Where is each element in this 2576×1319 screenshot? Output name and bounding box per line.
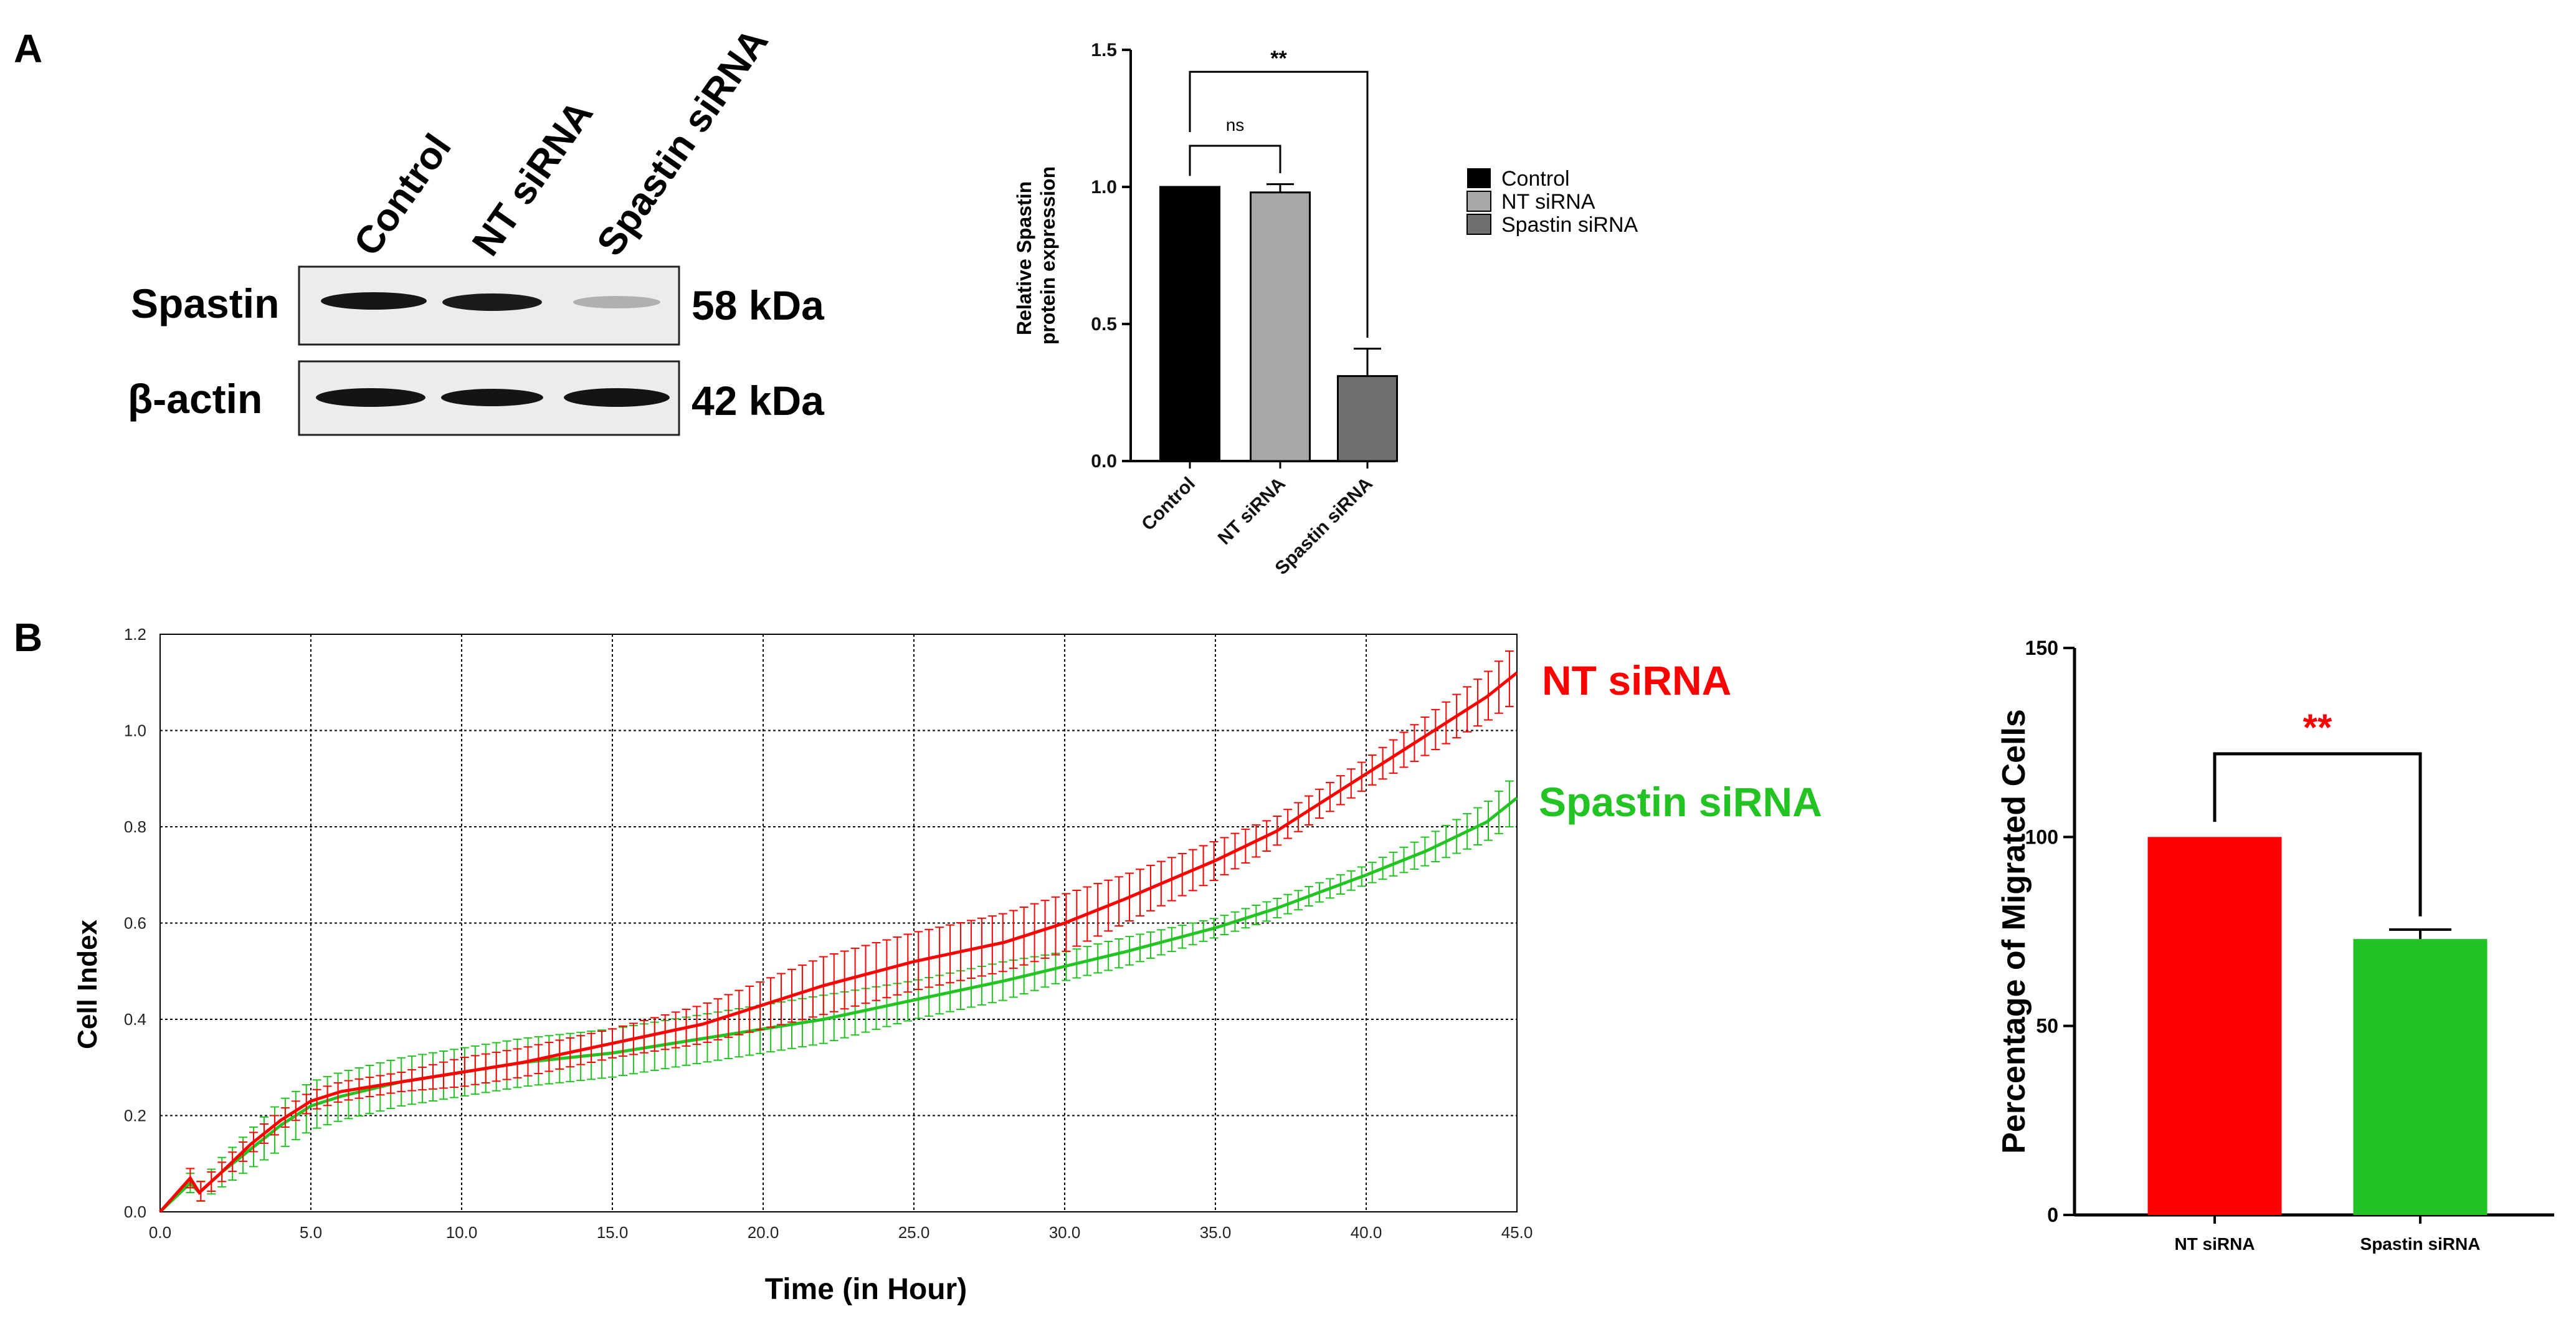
lane-label-control: Control bbox=[346, 126, 460, 264]
chart-b-xtick-label: 5.0 bbox=[300, 1223, 322, 1242]
chart-c-xtick-label-0: NT siRNA bbox=[2174, 1234, 2255, 1254]
band-actin-siRNA bbox=[564, 388, 670, 407]
blot-row-label-spastin: Spastin bbox=[131, 280, 279, 326]
legend-swatch-control bbox=[1467, 168, 1491, 188]
chart-a-bar-0 bbox=[1159, 186, 1220, 462]
chart-b-xtick-label: 10.0 bbox=[446, 1223, 478, 1242]
chart-b-grid bbox=[159, 634, 1518, 1212]
band-spastin-nt bbox=[442, 293, 542, 311]
chart-c-bar-0 bbox=[2147, 837, 2282, 1215]
chart-a-ytick-label: 1.0 bbox=[1091, 177, 1117, 198]
series-label-spastin: Spastin siRNA bbox=[1539, 779, 1822, 825]
chart-b-xtick-label: 30.0 bbox=[1049, 1223, 1081, 1242]
chart-b-ytick-label: 1.2 bbox=[124, 625, 146, 644]
blot-row-label-actin: β-actin bbox=[128, 376, 262, 422]
chart-c-bracket bbox=[2213, 752, 2422, 917]
chart-b-ytick-label: 1.0 bbox=[124, 721, 146, 740]
chart-a-ytick-label: 0.0 bbox=[1091, 451, 1117, 472]
lane-label-nt: NT siRNA bbox=[464, 93, 602, 264]
band-spastin-siRNA bbox=[573, 296, 660, 308]
chart-a-ytick-label: 0.5 bbox=[1091, 314, 1117, 335]
chart-b-xtick-label: 35.0 bbox=[1200, 1223, 1232, 1242]
panel-b-letter: B bbox=[14, 615, 42, 660]
chart-b-xtick-label: 20.0 bbox=[748, 1223, 779, 1242]
band-actin-nt bbox=[441, 389, 543, 406]
chart-b-xtick-label: 0.0 bbox=[149, 1223, 171, 1242]
chart-b-series bbox=[159, 650, 1518, 1213]
series-line-nt bbox=[159, 671, 1518, 1213]
panel-a-letter: A bbox=[14, 26, 42, 71]
chart-b-ytick-label: 0.6 bbox=[124, 914, 146, 933]
chart-c-ytick-label: 100 bbox=[2025, 826, 2058, 848]
chart-a-ylabel: Relative Spastin protein expression bbox=[1013, 166, 1059, 345]
chart-a-significance: ns ** bbox=[1189, 47, 1369, 338]
chart-a-bracket-sig bbox=[1189, 70, 1369, 338]
chart-c-ytick-label: 50 bbox=[2036, 1015, 2058, 1037]
chart-b-ytick-label: 0.2 bbox=[124, 1107, 146, 1125]
chart-c-xtick-label-1: Spastin siRNA bbox=[2360, 1234, 2481, 1254]
chart-b-ylabel: Cell Index bbox=[72, 920, 103, 1049]
chart-b-xtick-label: 45.0 bbox=[1501, 1223, 1533, 1242]
lane-label-spastin: Spastin siRNA bbox=[589, 21, 777, 264]
chart-a-bar: Relative Spastin protein expression 0.00… bbox=[1013, 40, 1398, 579]
chart-b-xlabel: Time (in Hour) bbox=[765, 1273, 967, 1306]
chart-a-legend: Control NT siRNA Spastin siRNA bbox=[1466, 167, 1638, 237]
chart-b-xtick-label: 15.0 bbox=[597, 1223, 629, 1242]
chart-c-sig-star: ** bbox=[2303, 707, 2332, 748]
chart-a-ytick-label: 1.5 bbox=[1091, 40, 1117, 60]
chart-c-bar: Percentage of Migrated Cells 0 50 100 150 N… bbox=[1996, 637, 2554, 1254]
chart-b-xtick-label: 40.0 bbox=[1351, 1223, 1382, 1242]
chart-c-yticks: 0 50 100 150 bbox=[2025, 637, 2075, 1226]
blot-strip-spastin bbox=[298, 265, 680, 346]
chart-b-ytick-label: 0.8 bbox=[124, 817, 146, 836]
chart-a-sig-star: ** bbox=[1270, 47, 1287, 70]
chart-a-bracket-ns bbox=[1189, 145, 1281, 176]
chart-a-xtick-label-1: NT siRNA bbox=[1214, 474, 1290, 549]
legend-label-nt: NT siRNA bbox=[1501, 190, 1595, 214]
chart-b-xtick-label: 25.0 bbox=[898, 1223, 930, 1242]
blot-lane-labels: Control NT siRNA Spastin siRNA bbox=[346, 21, 777, 264]
chart-b-line: 0.0 5.0 10.0 15.0 20.0 25.0 30.0 35.0 40.0 45.0 0.… bbox=[72, 625, 1822, 1306]
chart-a-sig-ns: ns bbox=[1226, 115, 1245, 135]
legend-swatch-nt bbox=[1466, 191, 1491, 212]
chart-a-yticks: 0.0 0.5 1.0 1.5 bbox=[1091, 40, 1131, 472]
chart-a-bar-2 bbox=[1337, 375, 1398, 462]
chart-b-ticks: 0.0 5.0 10.0 15.0 20.0 25.0 30.0 35.0 40.0 45.0 0.… bbox=[124, 625, 1533, 1242]
series-line-spastin bbox=[159, 796, 1518, 1213]
series-label-nt: NT siRNA bbox=[1542, 657, 1731, 703]
blot-size-actin: 42 kDa bbox=[692, 378, 825, 424]
chart-c-ytick-label: 150 bbox=[2025, 637, 2058, 659]
blot-size-spastin: 58 kDa bbox=[692, 282, 825, 328]
chart-c-ylabel: Percentage of Migrated Cells bbox=[1996, 709, 2032, 1154]
chart-b-ytick-label: 0.0 bbox=[124, 1202, 146, 1221]
band-spastin-control bbox=[321, 292, 427, 310]
chart-c-significance: ** bbox=[2213, 707, 2422, 917]
chart-c-ytick-label: 0 bbox=[2047, 1204, 2058, 1226]
chart-b-ytick-label: 0.4 bbox=[124, 1010, 146, 1029]
legend-label-spastin: Spastin siRNA bbox=[1501, 213, 1638, 237]
chart-c-bar-1 bbox=[2353, 939, 2488, 1215]
chart-c-xlabels: NT siRNA Spastin siRNA bbox=[2174, 1215, 2480, 1254]
band-actin-control bbox=[316, 388, 425, 407]
legend-swatch-spastin bbox=[1466, 214, 1491, 235]
chart-a-bars bbox=[1159, 183, 1398, 462]
blot-strip-actin bbox=[298, 360, 680, 436]
chart-a-bar-1 bbox=[1250, 191, 1311, 462]
chart-c-bars bbox=[2147, 837, 2488, 1215]
legend-label-control: Control bbox=[1501, 167, 1570, 191]
chart-a-xtick-label-0: Control bbox=[1138, 474, 1199, 535]
